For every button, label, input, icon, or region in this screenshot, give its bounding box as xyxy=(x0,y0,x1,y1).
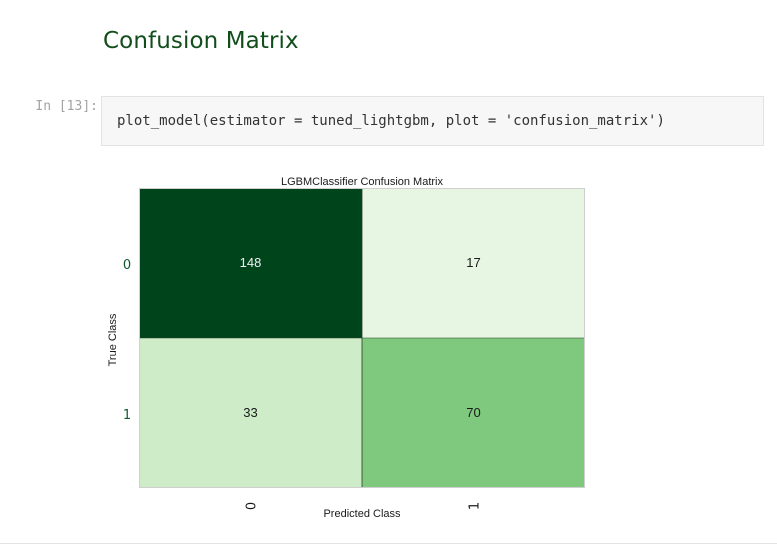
chart-title: LGBMClassifier Confusion Matrix xyxy=(281,176,443,188)
y-tick-label-1: 1 xyxy=(123,408,131,423)
y-tick-label-0: 0 xyxy=(123,258,131,273)
y-tick-labels: 01 xyxy=(123,258,131,423)
cell-value-r0-c0: 148 xyxy=(240,255,262,270)
heatmap-cell-r0-c1 xyxy=(362,188,585,338)
cell-prompt: In [13]: xyxy=(35,99,98,114)
x-axis-label: Predicted Class xyxy=(323,508,401,520)
heatmap-cell-r0-c0 xyxy=(139,188,362,338)
y-axis-label: True Class xyxy=(107,313,119,366)
heatmap-cell-labels: 148 17 33 70 xyxy=(240,255,481,420)
cell-value-r1-c0: 33 xyxy=(243,405,257,420)
heatmap-cells xyxy=(139,188,585,488)
code-cell[interactable]: plot_model(estimator = tuned_lightgbm, p… xyxy=(101,96,764,146)
cell-value-r1-c1: 70 xyxy=(466,405,480,420)
plot-frame xyxy=(139,188,585,488)
x-tick-label-1: 1 xyxy=(468,502,483,510)
section-heading: Confusion Matrix xyxy=(103,28,299,54)
cell-value-r0-c1: 17 xyxy=(466,255,480,270)
code-text[interactable]: plot_model(estimator = tuned_lightgbm, p… xyxy=(117,113,665,129)
heatmap-cell-r1-c0 xyxy=(139,338,362,488)
cell-divider xyxy=(0,543,777,544)
heatmap-cell-r1-c1 xyxy=(362,338,585,488)
x-tick-label-0: 0 xyxy=(245,502,260,510)
